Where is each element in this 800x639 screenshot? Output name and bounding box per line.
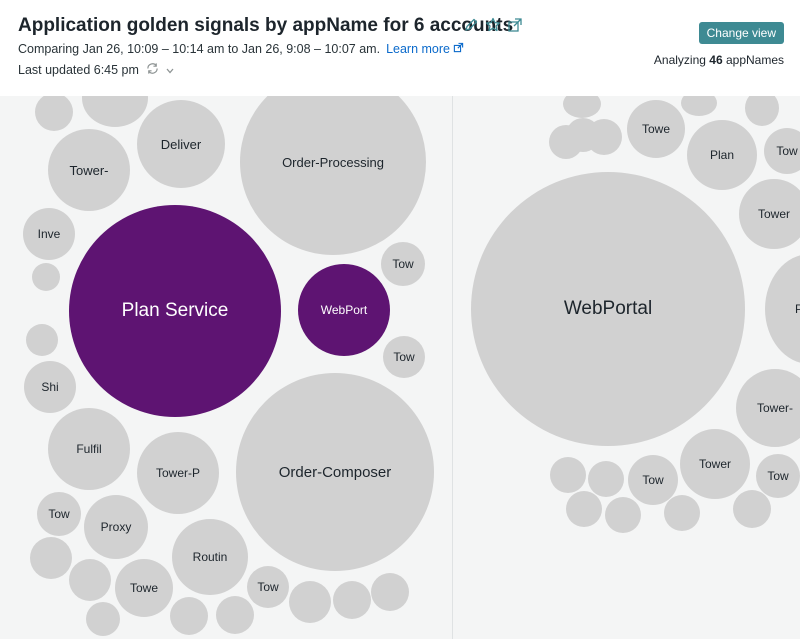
bubble-unlabeled[interactable] [664,495,700,531]
bubble-p[interactable]: P [765,254,800,364]
analyzing-prefix: Analyzing [653,53,706,67]
bubble-unlabeled[interactable] [550,457,586,493]
change-view-button[interactable]: Change view [698,22,784,44]
bubble-tower[interactable]: Tower- [736,369,800,447]
bubble-unlabeled[interactable] [333,581,371,619]
last-updated-text: Last updated 6:45 pm [18,63,139,77]
bubble-tow[interactable]: Tow [37,492,81,536]
bubble-tower[interactable]: Tower [680,429,750,499]
current-period-bubble-panel: Deliver Order-Processing Tower- Inve Pla… [0,96,452,639]
page-title: Application golden signals by appName fo… [18,15,514,36]
learn-more-link[interactable]: Learn more [386,42,464,56]
bubble-order-composer[interactable]: Order-Composer [236,373,434,571]
pencil-icon[interactable] [463,17,479,33]
bubble-unlabeled[interactable] [30,537,72,579]
comparison-text: Comparing Jan 26, 10:09 – 10:14 am to Ja… [18,42,381,56]
bubble-unlabeled[interactable] [32,263,60,291]
last-updated: Last updated 6:45 pm [18,62,174,78]
bubble-tow[interactable]: Tow [628,455,678,505]
comparison-period-bubble-panel: Towe Plan Tow Tower WebPortal P Tower- T… [453,96,800,639]
bubble-tower[interactable]: Tower [739,179,800,249]
external-link-icon [454,42,464,53]
learn-more-label: Learn more [386,42,450,56]
bubble-unlabeled[interactable] [69,559,111,601]
bubble-tow[interactable]: Tow [247,566,289,608]
bubble-routin[interactable]: Routin [172,519,248,595]
bubble-unlabeled[interactable] [549,125,583,159]
bubble-unlabeled[interactable] [170,597,208,635]
bubble-unlabeled[interactable] [563,96,601,118]
bubble-unlabeled[interactable] [26,324,58,356]
bubble-unlabeled[interactable] [216,596,254,634]
bubble-tower-p[interactable]: Tower-P [137,432,219,514]
external-link-icon[interactable] [507,17,523,33]
bubble-webportal[interactable]: WebPortal [471,172,745,446]
title-actions [463,17,523,33]
bubble-unlabeled[interactable] [371,573,409,611]
bubble-towe[interactable]: Towe [115,559,173,617]
bubble-order-processing[interactable]: Order-Processing [240,96,426,255]
bubble-unlabeled[interactable] [586,119,622,155]
analyzing-suffix: appNames [725,53,784,67]
bubble-proxy[interactable]: Proxy [84,495,148,559]
bubble-plan[interactable]: Plan [687,120,757,190]
bubble-shi[interactable]: Shi [24,361,76,413]
page-header: Application golden signals by appName fo… [0,0,800,96]
bubble-unlabeled[interactable] [588,461,624,497]
bubble-unlabeled[interactable] [605,497,641,533]
bubble-unlabeled[interactable] [681,96,717,116]
bubble-unlabeled[interactable] [289,581,331,623]
refresh-icon[interactable] [145,62,160,78]
bubble-plan-service[interactable]: Plan Service [69,205,281,417]
bubble-fulfil[interactable]: Fulfil [48,408,130,490]
bubble-unlabeled[interactable] [566,491,602,527]
bubble-deliver[interactable]: Deliver [137,100,225,188]
bubble-unlabeled[interactable] [82,96,148,127]
bubble-unlabeled[interactable] [86,602,120,636]
bubble-unlabeled[interactable] [745,96,779,126]
bubble-tow[interactable]: Tow [764,128,800,174]
bubble-tow[interactable]: Tow [381,242,425,286]
bubble-tow[interactable]: Tow [383,336,425,378]
panel-divider [452,96,453,639]
bubble-tower[interactable]: Tower- [48,129,130,211]
bubble-inve[interactable]: Inve [23,208,75,260]
bubble-towe[interactable]: Towe [627,100,685,158]
analyzing-number: 46 [709,53,723,67]
bubble-unlabeled[interactable] [733,490,771,528]
bubble-webport[interactable]: WebPort [298,264,390,356]
analyzing-count: Analyzing 46 appNames [654,53,784,67]
chevron-down-icon[interactable] [166,63,174,77]
bubble-unlabeled[interactable] [35,96,73,131]
star-icon[interactable] [485,17,501,33]
comparison-range: Comparing Jan 26, 10:09 – 10:14 am to Ja… [18,42,464,56]
bubble-tow[interactable]: Tow [756,454,800,498]
